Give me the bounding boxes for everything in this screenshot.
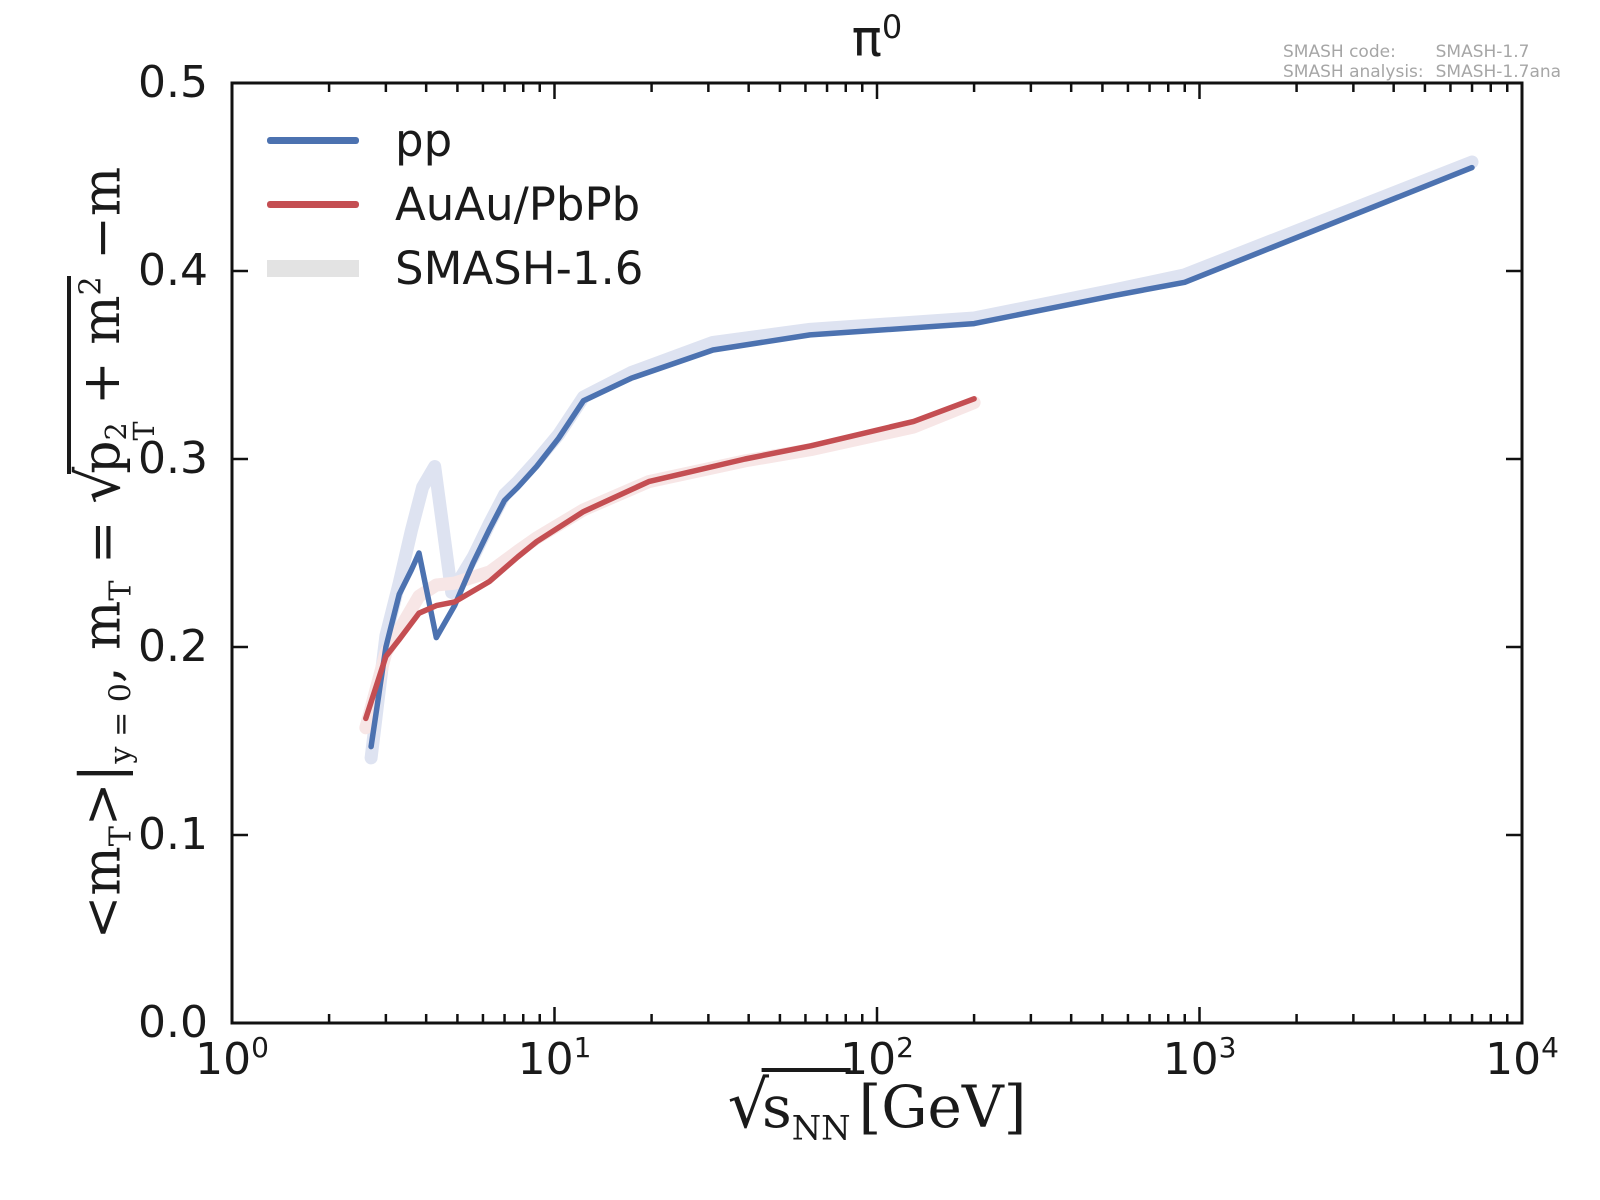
y-label-equals: = [72,503,133,581]
legend-swatch-smash-16 [267,259,359,277]
y-tick-label-0.4: 0.4 [138,245,208,296]
x-tick-label-10e2: 102 [840,1031,914,1085]
y-tick-label-0.2: 0.2 [138,621,208,672]
smash-code-label: SMASH code: [1283,42,1396,62]
x-axis-label: √sNN [GeV] [727,1068,1027,1148]
x-label-snn: sNN [761,1068,851,1148]
x-label-nn-sub: NN [791,1108,851,1148]
x-tick-label-10e1: 101 [517,1031,592,1085]
legend: pp AuAu/PbPb SMASH-1.6 [267,108,643,300]
series-pp [368,164,1475,750]
radical-sign: √ [727,1068,769,1143]
x-label-unit: [GeV] [858,1073,1027,1141]
legend-swatch-auau-pbpb [267,200,359,208]
legend-item-smash-16: SMASH-1.6 [267,236,643,300]
legend-label-pp: pp [395,113,453,167]
y-tick-label-0.5: 0.5 [138,57,208,108]
smash-analysis-label: SMASH analysis: [1283,62,1424,82]
x-tick-label-10e4: 104 [1485,1031,1559,1085]
y-label-rapidity-condition: y = 0 [103,683,139,764]
y-tick-label-0.0: 0.0 [138,997,208,1048]
y-tick-label-0.1: 0.1 [138,809,208,860]
y-tick-label-0.3: 0.3 [138,433,208,484]
y-label-plus-m: + m [72,295,133,422]
legend-label-auau-pbpb: AuAu/PbPb [395,177,641,231]
legend-item-pp: pp [267,108,643,172]
x-label-s: s [761,1073,792,1141]
plot-title: π0 [851,8,903,68]
y-axis-label: <mT>|y = 0, mT = √p 2 T + m2 −m [50,93,160,1013]
legend-swatch-pp [267,136,359,144]
pi-superscript: 0 [881,8,903,46]
y-label-mt-sub: T [103,580,139,601]
pi-symbol: π [851,10,882,68]
legend-item-auau-pbpb: AuAu/PbPb [267,172,643,236]
legend-label-smash-16: SMASH-1.6 [395,241,644,295]
x-tick-label-10e0: 100 [195,1031,269,1085]
smash-analysis-value: SMASH-1.7ana [1435,62,1562,82]
smash-code-value: SMASH-1.7 [1435,42,1530,62]
y-label-eval-bar: | [68,763,134,783]
series-auau-pbpb [363,396,977,722]
x-tick-label-10e3: 103 [1162,1031,1237,1085]
series-smash-1.6-pp-band [364,155,1479,765]
series-smash-1.6-auau-pbpb-band [359,396,981,735]
smash-version-annotation: SMASH code: SMASH-1.7 SMASH analysis: SM… [1283,42,1561,82]
